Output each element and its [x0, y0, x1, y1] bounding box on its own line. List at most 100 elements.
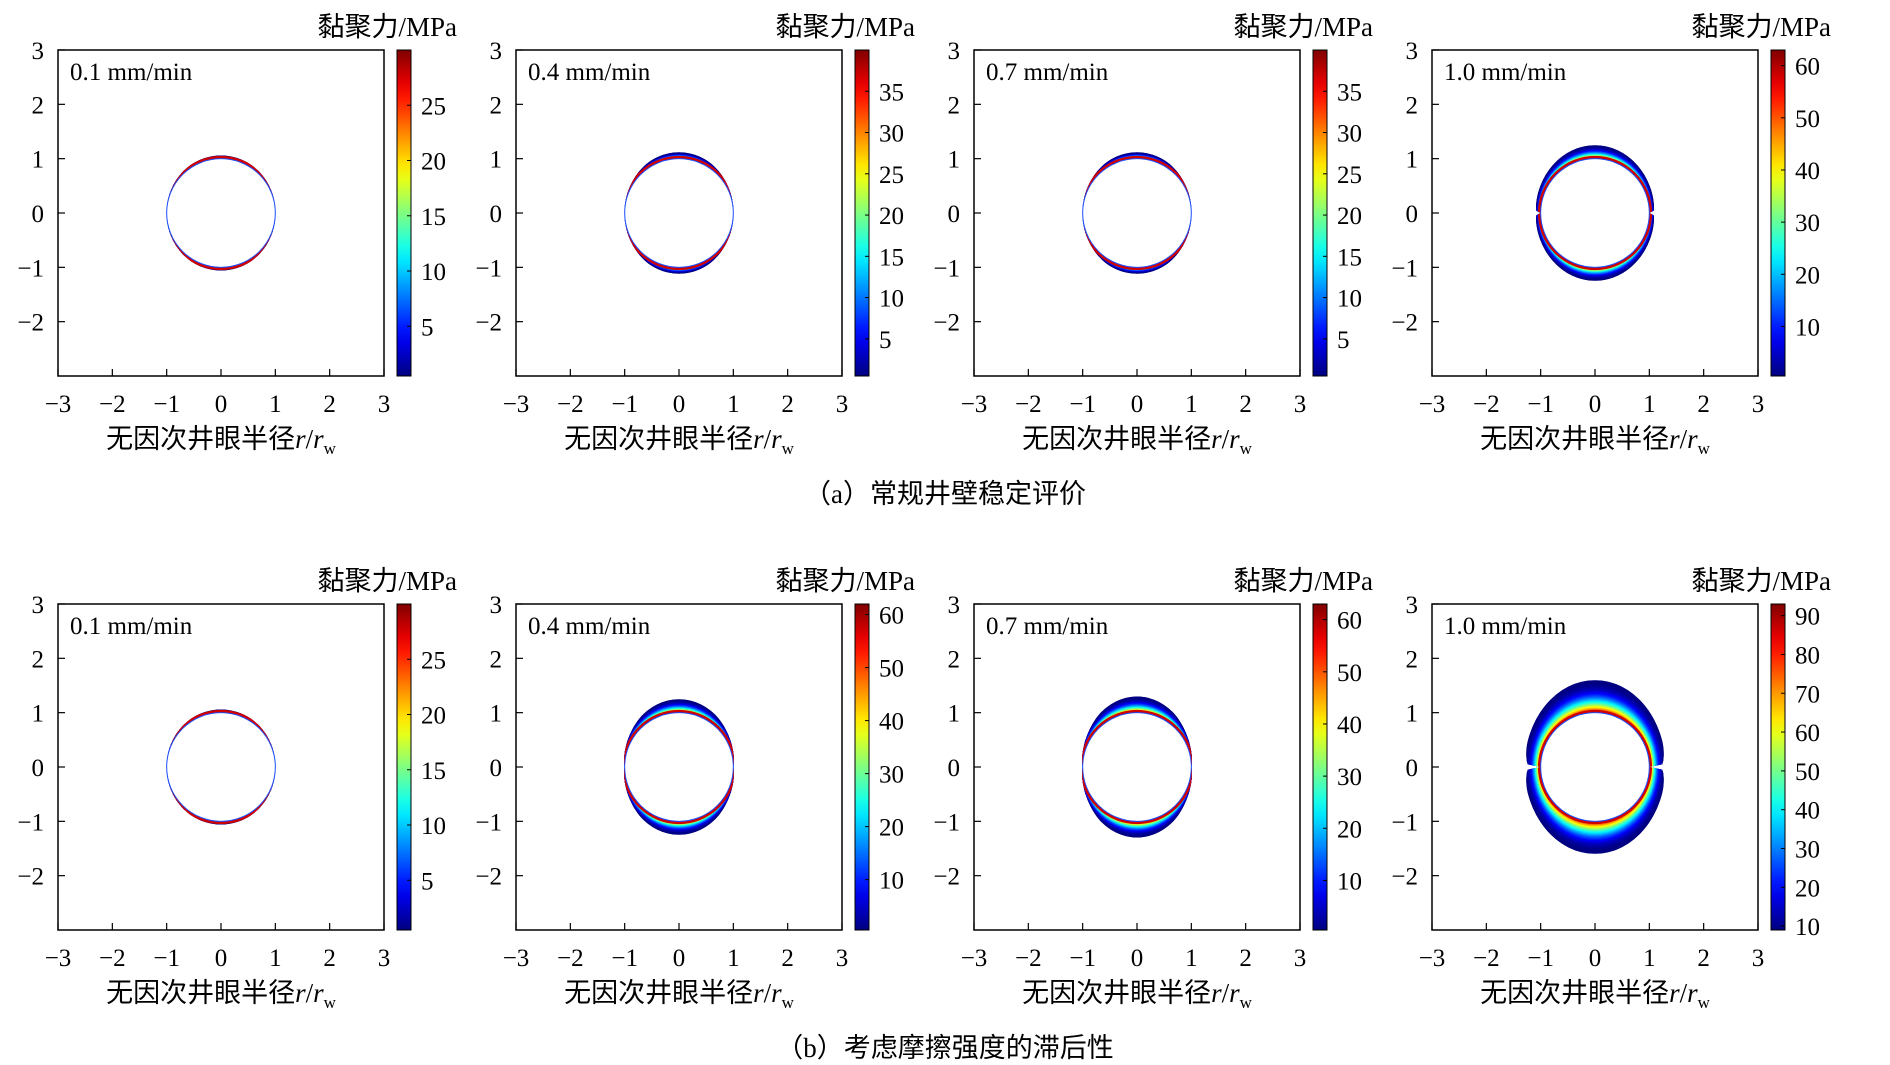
colorbar: 10 20 30 40 50 60 黏聚力/MPa [1233, 566, 1373, 931]
colorbar-tick-label: 40 [1795, 158, 1820, 185]
y-tick-label: 3 [948, 38, 961, 65]
x-tick-label: −3 [45, 945, 72, 972]
borehole [1082, 712, 1192, 822]
x-tick-label: −2 [557, 945, 584, 972]
colorbar: 10 20 30 40 50 60 黏聚力/MPa [775, 566, 915, 931]
x-tick-label: −1 [611, 391, 638, 418]
x-tick-label: 1 [269, 945, 282, 972]
y-tick-label: 0 [32, 201, 45, 228]
colorbar-tick-label: 50 [879, 656, 904, 683]
x-tick-label: 0 [673, 391, 686, 418]
y-tick-label: 1 [490, 701, 503, 728]
borehole-wall [624, 712, 734, 822]
y-tick-label: 2 [1406, 646, 1419, 673]
x-tick-label: −3 [1419, 391, 1446, 418]
x-tick-label: 3 [1752, 945, 1765, 972]
colorbar: 10 20 30 40 50 60 黏聚力/MPa [1691, 12, 1831, 377]
y-tick-label: 0 [1406, 755, 1419, 782]
colorbar: 5 10 15 20 25 黏聚力/MPa [317, 566, 457, 931]
y-tick-label: 0 [490, 755, 503, 782]
colorbar-tick-label: 30 [879, 762, 904, 789]
y-tick-label: 2 [490, 92, 503, 119]
colorbar: 5 10 15 20 25 30 35 黏聚力/MPa [1233, 12, 1373, 377]
colorbar-tick-label: 40 [1337, 712, 1362, 739]
x-tick-label: 0 [1131, 391, 1144, 418]
x-tick-label: 3 [836, 945, 849, 972]
rate-label: 0.1 mm/min [70, 613, 193, 640]
borehole [624, 158, 734, 268]
rate-label: 1.0 mm/min [1444, 59, 1567, 86]
colorbar-tick-label: 30 [1337, 764, 1362, 791]
x-tick-label: 0 [1131, 945, 1144, 972]
caption-a: （a）常规井壁稳定评价 [804, 479, 1086, 509]
colorbar-tick-label: 10 [879, 868, 904, 895]
y-tick-label: −1 [933, 809, 960, 836]
x-axis-label: 无因次井眼半径r/rw [106, 978, 337, 1012]
colorbar-tick-label: 35 [879, 79, 904, 106]
borehole-wall [1082, 712, 1192, 822]
colorbar-tick-label: 25 [879, 162, 904, 189]
y-tick-label: −2 [475, 310, 502, 337]
x-tick-label: −2 [99, 391, 126, 418]
colorbar-tick-label: 10 [1795, 314, 1820, 341]
wall-peak [624, 709, 734, 825]
panel-b-1: −3 −2 −1 0 1 2 3 −2 −1 0 1 2 3 0.1 mm/min 无因次井眼半径r/rw 5… [17, 566, 457, 1012]
x-tick-label: 3 [378, 391, 391, 418]
x-tick-label: −1 [611, 945, 638, 972]
x-tick-label: 1 [269, 391, 282, 418]
x-tick-label: −2 [1015, 945, 1042, 972]
colorbar-title: 黏聚力/MPa [1233, 12, 1373, 42]
wall-peak [1082, 709, 1192, 825]
borehole [166, 158, 276, 268]
x-tick-label: 2 [781, 391, 794, 418]
y-tick-label: 0 [490, 201, 503, 228]
colorbar-tick-label: 15 [421, 204, 446, 231]
borehole-wall [624, 158, 734, 268]
y-tick-label: −1 [933, 255, 960, 282]
y-tick-label: −2 [933, 864, 960, 891]
y-tick-label: 0 [1406, 201, 1419, 228]
colorbar-tick-label: 30 [1337, 121, 1362, 148]
borehole-wall [166, 712, 276, 822]
y-tick-label: 1 [948, 701, 961, 728]
x-tick-label: 0 [1589, 945, 1602, 972]
colorbar-tick-label: 50 [1795, 759, 1820, 786]
y-tick-label: 1 [490, 147, 503, 174]
y-tick-label: 3 [490, 38, 503, 65]
colorbar-tick-label: 5 [421, 314, 434, 341]
y-tick-label: 3 [1406, 38, 1419, 65]
x-tick-label: −2 [1015, 391, 1042, 418]
colorbar-tick-label: 50 [1337, 660, 1362, 687]
panel-b-2: −3 −2 −1 0 1 2 3 −2 −1 0 1 2 3 0.4 mm/min 无因次井眼半径r/rw 1… [475, 566, 915, 1012]
x-tick-label: 1 [1643, 945, 1656, 972]
panel-b-4: −3 −2 −1 0 1 2 3 −2 −1 0 1 2 3 1.0 mm/min 无因次井眼半径r/rw 1… [1391, 566, 1831, 1012]
borehole-wall [1540, 158, 1650, 268]
colorbar-tick-label: 40 [1795, 798, 1820, 825]
colorbar-tick-label: 20 [1337, 203, 1362, 230]
colorbar-tick-label: 20 [1337, 816, 1362, 843]
colorbar-title: 黏聚力/MPa [1691, 12, 1831, 42]
x-tick-label: 2 [1239, 945, 1252, 972]
rate-label: 0.7 mm/min [986, 613, 1109, 640]
colorbar-tick-label: 25 [1337, 162, 1362, 189]
x-tick-label: −2 [557, 391, 584, 418]
x-tick-label: 0 [1589, 391, 1602, 418]
x-tick-label: 0 [673, 945, 686, 972]
x-tick-label: −1 [1069, 945, 1096, 972]
x-axis-label: 无因次井眼半径r/rw [1022, 978, 1253, 1012]
y-tick-label: −1 [1391, 255, 1418, 282]
colorbar-tick-label: 5 [1337, 327, 1350, 354]
x-tick-label: 3 [1294, 945, 1307, 972]
x-tick-label: −2 [1473, 391, 1500, 418]
x-tick-label: −2 [1473, 945, 1500, 972]
x-tick-label: 1 [727, 391, 740, 418]
y-tick-label: −2 [17, 310, 44, 337]
panel-a-2: −3 −2 −1 0 1 2 3 −2 −1 0 1 2 3 0.4 mm/min 无因次井眼半径r/rw 5… [475, 12, 915, 458]
wall-peak [624, 155, 734, 271]
y-tick-label: 3 [1406, 592, 1419, 619]
y-tick-label: 0 [32, 755, 45, 782]
x-tick-label: 1 [1185, 391, 1198, 418]
y-tick-label: 0 [948, 755, 961, 782]
colorbar-gradient [1312, 49, 1328, 377]
x-tick-label: −3 [503, 945, 530, 972]
